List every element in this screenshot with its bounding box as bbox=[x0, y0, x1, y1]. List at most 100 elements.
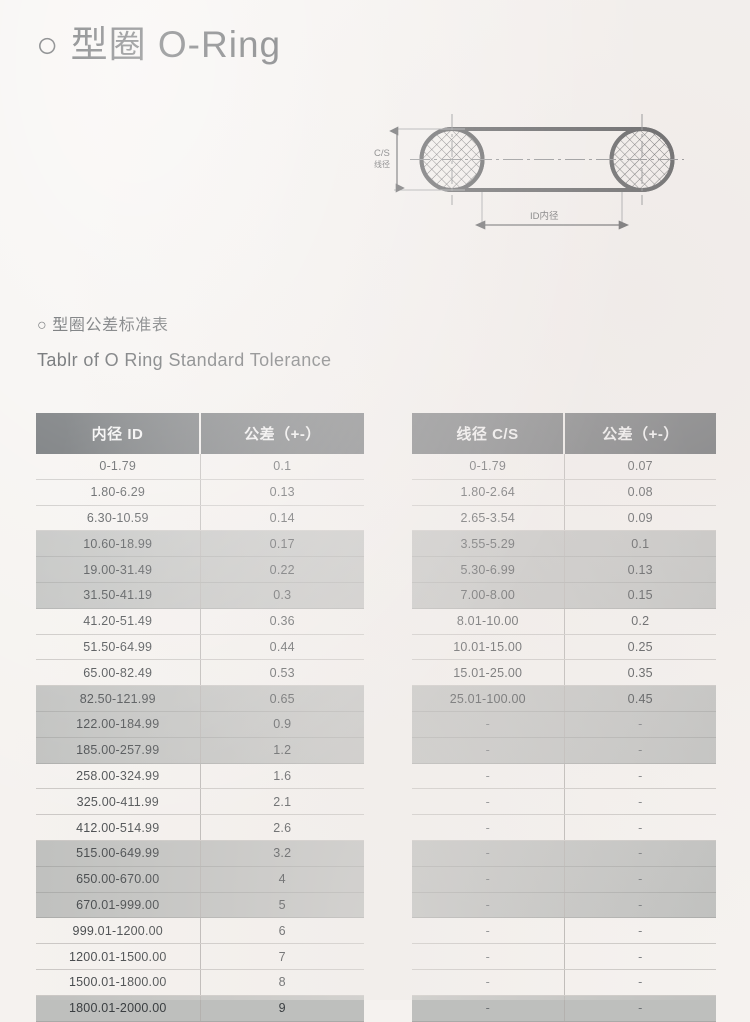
cell-tolerance: 2.6 bbox=[200, 814, 364, 841]
cell-range: 8.01-10.00 bbox=[412, 608, 565, 635]
cell-tolerance: 7 bbox=[200, 943, 364, 970]
cell-tolerance: 0.25 bbox=[564, 634, 716, 661]
table-row: 2.65-3.54 0.09 bbox=[412, 505, 716, 532]
cell-tolerance: - bbox=[564, 943, 716, 970]
table-row: 0-1.79 0.07 bbox=[412, 454, 716, 480]
table-row: 25.01-100.00 0.45 bbox=[412, 685, 716, 712]
cell-tolerance: 0.09 bbox=[564, 505, 716, 532]
cell-tolerance: 3.2 bbox=[200, 840, 364, 867]
cell-tolerance: - bbox=[564, 969, 716, 996]
cell-range: 19.00-31.49 bbox=[36, 556, 201, 583]
table-row: -- bbox=[412, 917, 716, 945]
cell-range: - bbox=[412, 995, 565, 1022]
cell-tolerance: - bbox=[564, 788, 716, 816]
table-row: 19.00-31.49 0.22 bbox=[36, 556, 364, 583]
cell-range: 185.00-257.99 bbox=[36, 737, 201, 764]
table-row: 258.00-324.99 1.6 bbox=[36, 763, 364, 790]
table-row: 41.20-51.49 0.36 bbox=[36, 608, 364, 635]
cell-range: 2.65-3.54 bbox=[412, 505, 565, 532]
cell-range: 82.50-121.99 bbox=[36, 685, 201, 712]
cell-tolerance: 0.08 bbox=[564, 479, 716, 506]
cell-range: - bbox=[412, 917, 565, 945]
table-row: 325.00-411.99 2.1 bbox=[36, 788, 364, 816]
cell-range: 412.00-514.99 bbox=[36, 814, 201, 841]
cell-tolerance: 0.36 bbox=[200, 608, 364, 635]
id-dimension: ID内径 bbox=[474, 192, 630, 230]
table-row: 5.30-6.99 0.13 bbox=[412, 556, 716, 583]
table-row: -- bbox=[412, 814, 716, 841]
table-row: 65.00-82.49 0.53 bbox=[36, 659, 364, 687]
cell-tolerance: 9 bbox=[200, 995, 364, 1022]
cell-tolerance: 4 bbox=[200, 866, 364, 893]
cell-range: 15.01-25.00 bbox=[412, 659, 565, 687]
table-header-row: 线径 C/S 公差（+-） bbox=[412, 413, 716, 454]
table-row: 0-1.79 0.1 bbox=[36, 454, 364, 480]
table-row: -- bbox=[412, 737, 716, 764]
cell-range: 65.00-82.49 bbox=[36, 659, 201, 687]
cell-tolerance: 0.65 bbox=[200, 685, 364, 712]
cell-range: - bbox=[412, 763, 565, 790]
cell-range: 31.50-41.19 bbox=[36, 582, 201, 609]
table-row: 1200.01-1500.00 7 bbox=[36, 943, 364, 970]
cell-tolerance: - bbox=[564, 892, 716, 919]
column-header-range: 内径 ID bbox=[36, 413, 201, 454]
table-row: -- bbox=[412, 995, 716, 1022]
table-row: -- bbox=[412, 943, 716, 970]
table-row: -- bbox=[412, 711, 716, 738]
column-header-tolerance: 公差（+-） bbox=[564, 413, 716, 454]
cell-range: 1800.01-2000.00 bbox=[36, 995, 201, 1022]
cell-range: - bbox=[412, 814, 565, 841]
table-row: 1800.01-2000.00 9 bbox=[36, 995, 364, 1022]
table-row: 515.00-649.99 3.2 bbox=[36, 840, 364, 867]
cell-tolerance: 0.9 bbox=[200, 711, 364, 738]
cell-range: - bbox=[412, 943, 565, 970]
table-row: 7.00-8.00 0.15 bbox=[412, 582, 716, 609]
cell-tolerance: - bbox=[564, 866, 716, 893]
cell-tolerance: 0.15 bbox=[564, 582, 716, 609]
table-row: 185.00-257.99 1.2 bbox=[36, 737, 364, 764]
cell-tolerance: 0.07 bbox=[564, 454, 716, 480]
column-header-tolerance: 公差（+-） bbox=[200, 413, 364, 454]
cell-range: 258.00-324.99 bbox=[36, 763, 201, 790]
cell-range: - bbox=[412, 969, 565, 996]
cell-range: 41.20-51.49 bbox=[36, 608, 201, 635]
cell-tolerance: 0.13 bbox=[200, 479, 364, 506]
o-ring-cross-section-diagram: C/S 线径 ID内径 bbox=[372, 100, 722, 245]
id-label: ID内径 bbox=[530, 210, 559, 222]
table-caption: ○ 型圈公差标准表 Tablr of O Ring Standard Toler… bbox=[37, 317, 331, 370]
column-header-range: 线径 C/S bbox=[412, 413, 565, 454]
caption-chinese: ○ 型圈公差标准表 bbox=[37, 317, 169, 334]
cell-tolerance: 0.17 bbox=[200, 530, 364, 558]
cell-range: 999.01-1200.00 bbox=[36, 917, 201, 945]
table-row: 10.01-15.00 0.25 bbox=[412, 634, 716, 661]
cs-label-chinese: 线径 bbox=[374, 159, 390, 169]
table-row: 670.01-999.00 5 bbox=[36, 892, 364, 919]
cell-tolerance: 0.44 bbox=[200, 634, 364, 661]
cell-tolerance: 8 bbox=[200, 969, 364, 996]
table-row: 82.50-121.99 0.65 bbox=[36, 685, 364, 712]
cell-range: 51.50-64.99 bbox=[36, 634, 201, 661]
cell-tolerance: - bbox=[564, 840, 716, 867]
cell-tolerance: 1.6 bbox=[200, 763, 364, 790]
cell-tolerance: - bbox=[564, 917, 716, 945]
cell-range: 25.01-100.00 bbox=[412, 685, 565, 712]
cell-tolerance: 0.45 bbox=[564, 685, 716, 712]
cell-tolerance: 0.14 bbox=[200, 505, 364, 532]
cell-range: 10.60-18.99 bbox=[36, 530, 201, 558]
cell-range: - bbox=[412, 866, 565, 893]
cell-tolerance: 0.3 bbox=[200, 582, 364, 609]
cell-range: 670.01-999.00 bbox=[36, 892, 201, 919]
table-row: 650.00-670.00 4 bbox=[36, 866, 364, 893]
cell-tolerance: - bbox=[564, 814, 716, 841]
cell-range: - bbox=[412, 737, 565, 764]
cell-tolerance: 5 bbox=[200, 892, 364, 919]
table-row: 10.60-18.99 0.17 bbox=[36, 530, 364, 558]
table-row: 1500.01-1800.00 8 bbox=[36, 969, 364, 996]
cell-range: 3.55-5.29 bbox=[412, 530, 565, 558]
table-row: 31.50-41.19 0.3 bbox=[36, 582, 364, 609]
table-row: 1.80-6.29 0.13 bbox=[36, 479, 364, 506]
table-row: 1.80-2.64 0.08 bbox=[412, 479, 716, 506]
cell-tolerance: 0.1 bbox=[564, 530, 716, 558]
cell-range: 5.30-6.99 bbox=[412, 556, 565, 583]
table-row: -- bbox=[412, 969, 716, 996]
